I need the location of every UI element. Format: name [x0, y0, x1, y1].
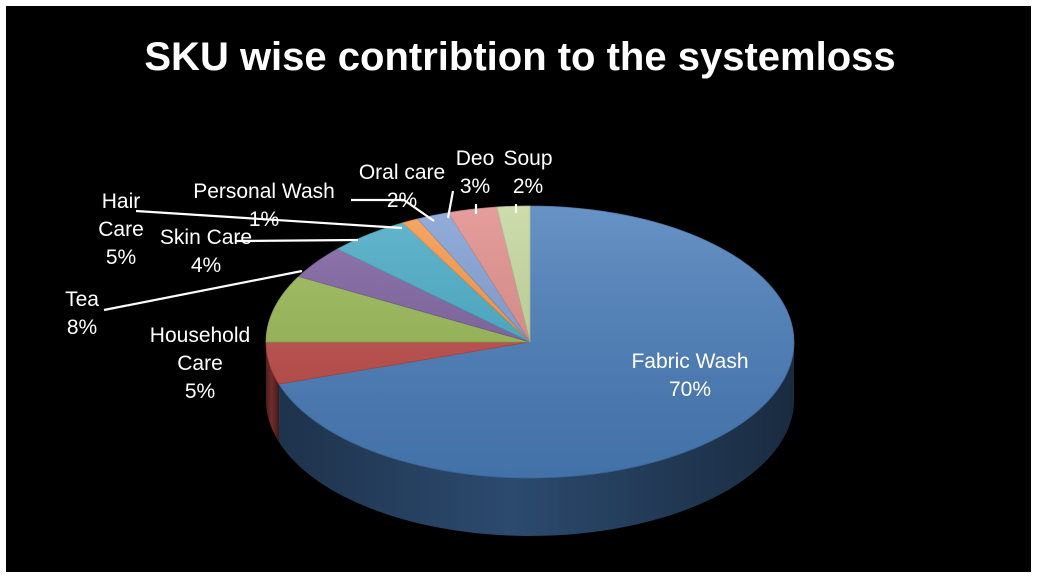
leader-line-skin-care: [235, 238, 359, 243]
slice-label-line: 4%: [191, 254, 221, 277]
slice-label-soup: Soup 2%: [503, 147, 552, 198]
slice-label-line: Deo: [456, 147, 495, 170]
slice-label-line: Care: [98, 218, 144, 241]
leader-line-personal-wash: [351, 198, 435, 222]
slice-label-line: Care: [177, 352, 223, 375]
slice-label-household-care: Household Care 5%: [150, 324, 250, 403]
slice-label-skin-care: Skin Care 4%: [160, 226, 252, 277]
pie-side-shading: [278, 342, 794, 536]
slice-label-tea: Tea 8%: [65, 288, 99, 339]
pie-sides: [266, 342, 794, 536]
slice-label-line: 1%: [249, 208, 279, 231]
slice-label-line: Oral care: [359, 161, 445, 184]
slice-label-line: Tea: [65, 288, 99, 311]
slice-labels: Fabric Wash 70% Household Care 5% Tea 8% Skin C…: [65, 147, 748, 403]
slice-label-line: Soup: [503, 147, 552, 170]
slice-label-line: Household: [150, 324, 250, 347]
leader-line-oral-care: [446, 190, 455, 219]
slice-label-deo: Deo 3%: [456, 147, 495, 198]
slice-label-fabric-wash: Fabric Wash 70%: [631, 350, 748, 401]
slice-label-line: 8%: [67, 316, 97, 339]
pie-side-shading: [266, 342, 279, 443]
slice-label-line: 2%: [387, 189, 417, 212]
slice-label-line: Hair: [102, 190, 141, 213]
pie-slices: [265, 205, 795, 479]
chart-frame: SKU wise contribtion to the systemloss F…: [6, 6, 1031, 572]
chart-title: SKU wise contribtion to the systemloss: [144, 35, 895, 79]
slice-label-line: Fabric Wash: [631, 350, 748, 373]
slice-label-line: Skin Care: [160, 226, 252, 249]
slice-label-hair-care: Hair Care 5%: [98, 190, 144, 269]
slice-label-line: Personal Wash: [193, 180, 335, 203]
slice-label-oral-care: Oral care 2%: [359, 161, 445, 212]
leader-lines: [103, 190, 518, 312]
slice-label-line: 5%: [185, 380, 215, 403]
slice-label-line: 3%: [460, 175, 490, 198]
pie-chart: SKU wise contribtion to the systemloss F…: [65, 35, 896, 536]
leader-line-tea: [103, 269, 303, 312]
pie-top-highlight: [266, 206, 794, 478]
slice-label-line: 5%: [106, 246, 136, 269]
leader-line-hair-care: [135, 209, 403, 230]
slice-label-personal-wash: Personal Wash 1%: [193, 180, 335, 231]
slice-label-line: 2%: [513, 175, 543, 198]
slice-label-line: 70%: [669, 378, 711, 401]
